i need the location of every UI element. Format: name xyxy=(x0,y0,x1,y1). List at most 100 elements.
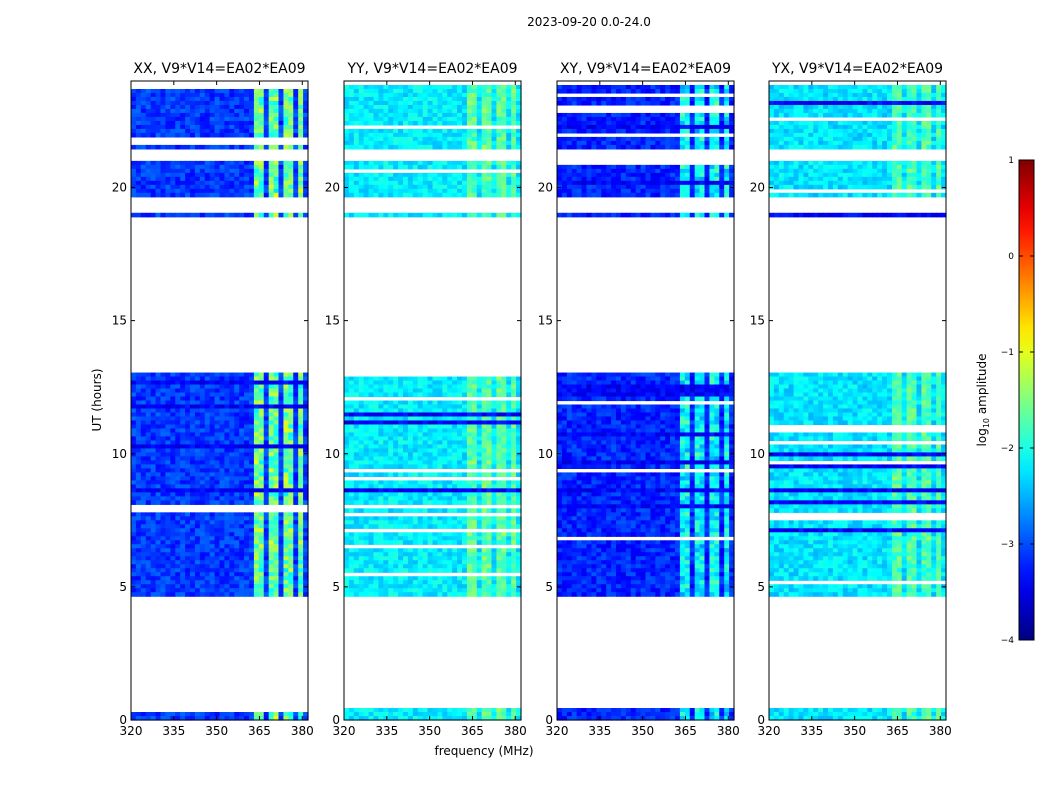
heatmap-cell xyxy=(412,484,419,489)
heatmap-cell xyxy=(471,508,478,513)
heatmap-cell xyxy=(412,116,419,122)
heatmap-cell xyxy=(496,180,502,186)
heatmap-cell xyxy=(194,584,201,589)
heatmap-cell xyxy=(199,528,206,533)
heatmap-cell xyxy=(344,144,350,150)
heatmap-cell xyxy=(481,452,488,458)
heatmap-cell xyxy=(244,128,250,134)
heatmap-cell xyxy=(471,408,478,414)
heatmap-cell xyxy=(407,188,414,194)
heatmap-cell xyxy=(476,140,483,146)
heatmap-cell xyxy=(258,144,265,150)
heatmap-cell xyxy=(412,384,419,390)
heatmap-cell xyxy=(273,572,280,577)
heatmap-cell xyxy=(447,432,453,438)
heatmap-cell xyxy=(447,132,453,138)
heatmap-cell xyxy=(278,128,285,134)
heatmap-cell xyxy=(175,528,181,533)
heatmap-cell xyxy=(486,456,493,461)
heatmap-cell xyxy=(209,540,216,545)
heatmap-cell xyxy=(135,92,142,98)
heatmap-cell xyxy=(140,576,147,581)
heatmap-cell xyxy=(422,108,429,114)
heatmap-cell xyxy=(398,448,404,454)
heatmap-cell xyxy=(442,536,448,541)
heatmap-cell xyxy=(422,188,429,194)
heatmap-cell xyxy=(412,424,419,430)
heatmap-cell xyxy=(506,164,512,170)
heatmap-cell xyxy=(278,516,285,521)
heatmap-cell xyxy=(447,120,453,126)
heatmap-cell xyxy=(348,424,355,430)
heatmap-cell xyxy=(476,144,483,150)
heatmap-cell xyxy=(258,400,265,406)
heatmap-cell xyxy=(204,192,211,198)
heatmap-cell xyxy=(516,440,522,446)
heatmap-cell xyxy=(368,412,375,418)
heatmap-cell xyxy=(155,88,162,94)
heatmap-cell xyxy=(417,536,424,541)
heatmap-cell xyxy=(175,128,181,134)
heatmap-cell xyxy=(481,164,488,170)
heatmap-cell xyxy=(229,476,235,481)
heatmap-cell xyxy=(160,92,167,98)
heatmap-cell xyxy=(432,408,439,414)
heatmap-cell xyxy=(303,144,309,150)
heatmap-cell xyxy=(491,180,498,186)
heatmap-cell xyxy=(466,516,473,521)
heatmap-cell xyxy=(155,536,162,541)
heatmap-cell xyxy=(298,172,304,178)
heatmap-cell xyxy=(422,164,429,170)
heatmap-cell xyxy=(393,412,399,418)
heatmap-cell xyxy=(457,532,463,537)
heatmap-cell xyxy=(180,172,186,178)
heatmap-cell xyxy=(199,192,206,198)
heatmap-cell xyxy=(298,524,304,529)
heatmap-cell xyxy=(229,520,235,525)
heatmap-cell xyxy=(378,136,384,142)
heatmap-cell xyxy=(150,488,157,493)
heatmap-cell xyxy=(175,560,181,565)
heatmap-cell xyxy=(412,400,419,406)
heatmap-cell xyxy=(234,432,240,438)
heatmap-cell xyxy=(393,416,399,422)
heatmap-cell xyxy=(244,568,250,573)
heatmap-cell xyxy=(344,424,350,430)
heatmap-cell xyxy=(131,432,137,438)
heatmap-cell xyxy=(140,408,147,414)
heatmap-cell xyxy=(234,568,240,573)
heatmap-cell xyxy=(344,448,350,454)
heatmap-cell xyxy=(268,472,275,477)
heatmap-cell xyxy=(452,380,458,386)
heatmap-cell xyxy=(368,96,375,102)
heatmap-cell xyxy=(135,580,142,585)
heatmap-cell xyxy=(224,376,230,382)
heatmap-cell xyxy=(422,404,429,410)
heatmap-cell xyxy=(170,520,176,525)
heatmap-cell xyxy=(278,452,285,458)
heatmap-cell xyxy=(457,432,463,438)
heatmap-cell xyxy=(190,712,196,717)
heatmap-cell xyxy=(462,192,468,198)
heatmap-cell xyxy=(185,456,191,461)
heatmap-cell xyxy=(353,400,360,406)
heatmap-cell xyxy=(155,468,162,473)
heatmap-cell xyxy=(199,500,206,505)
heatmap-cell xyxy=(476,136,483,142)
heatmap-cell xyxy=(466,128,473,134)
heatmap-cell xyxy=(388,112,394,118)
heatmap-cell xyxy=(190,464,196,469)
heatmap-cell xyxy=(383,92,389,98)
heatmap-cell xyxy=(462,160,468,166)
heatmap-cell xyxy=(348,132,355,138)
heatmap-cell xyxy=(258,116,265,122)
heatmap-cell xyxy=(204,436,211,442)
heatmap-cell xyxy=(234,132,240,138)
heatmap-cell xyxy=(432,172,439,178)
heatmap-cell xyxy=(253,476,260,481)
heatmap-cell xyxy=(368,520,375,525)
heatmap-cell xyxy=(155,580,162,585)
heatmap-cell xyxy=(131,516,137,521)
heatmap-cell xyxy=(452,160,458,166)
heatmap-cell xyxy=(506,516,512,521)
